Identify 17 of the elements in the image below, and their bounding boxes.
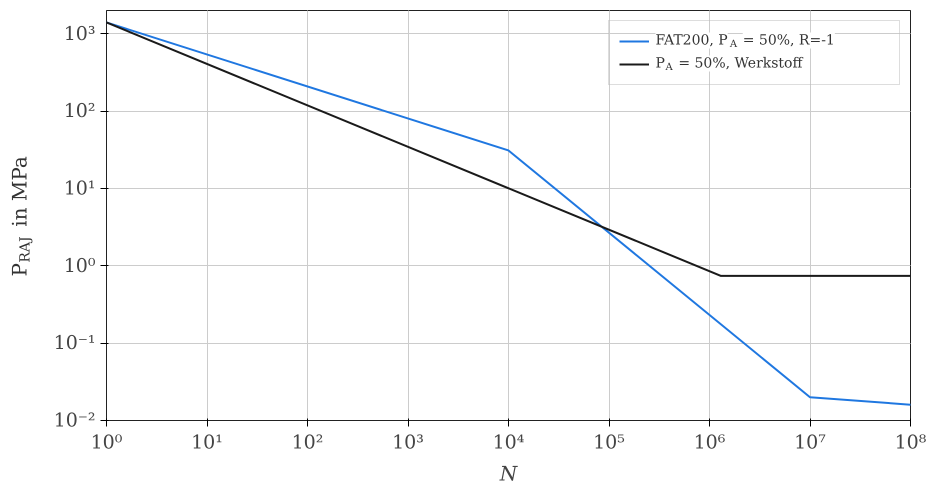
x-tick-label: 10³ [392,432,424,454]
y-tick-label: 10⁰ [64,254,96,277]
x-tick-label: 10⁷ [794,432,826,454]
x-tick-label: 10¹ [191,432,223,454]
y-tick-label: 10² [64,100,96,122]
y-tick-label: 10¹ [64,177,96,200]
y-axis-title: PRAJ in MPa [8,156,34,276]
x-tick-label: 10⁰ [90,432,123,454]
x-axis-title: N [498,462,519,486]
x-tick-label: 10⁴ [492,432,525,454]
y-tick-label: 10⁻² [54,410,96,432]
x-tick-label: 10⁸ [894,432,927,454]
x-tick-label: 10⁵ [593,432,625,454]
y-tick-label: 10⁻¹ [54,332,96,354]
y-tick-label: 10³ [64,22,96,45]
x-tick-label: 10² [292,432,324,454]
x-tick-label: 10⁶ [694,432,726,454]
